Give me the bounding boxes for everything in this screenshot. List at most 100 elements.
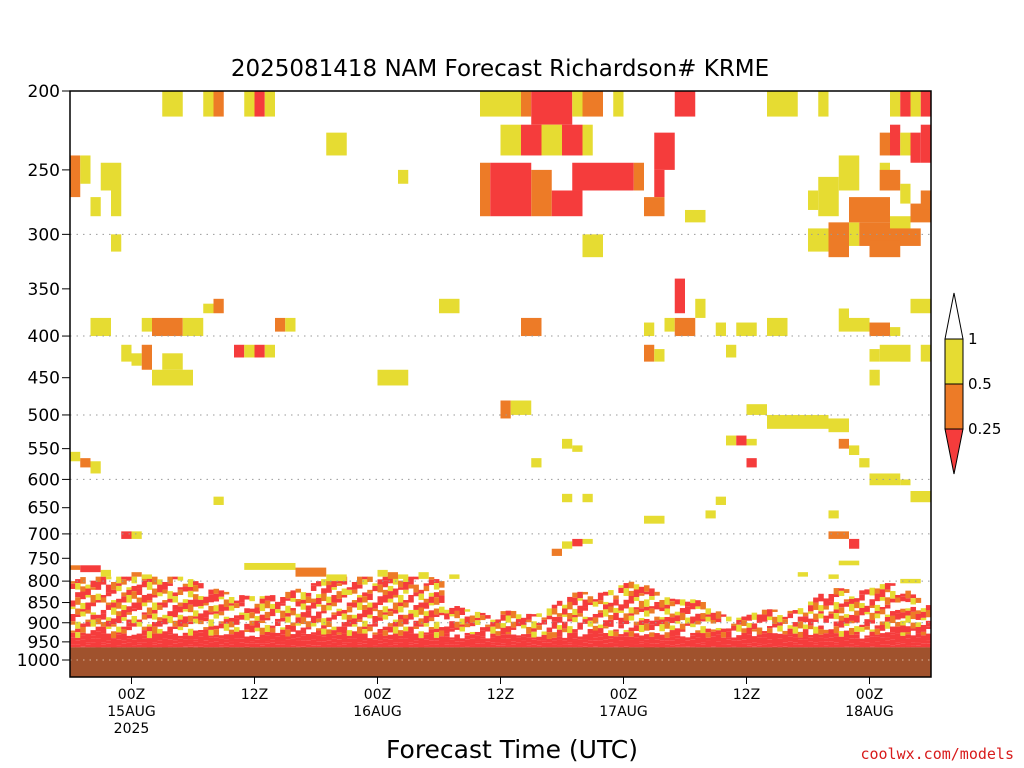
- bl-cell: [531, 628, 537, 632]
- bl-cell: [838, 588, 845, 591]
- bl-cell: [782, 630, 788, 635]
- bl-cell: [490, 642, 496, 645]
- bl-cell: [905, 598, 911, 603]
- bl-cell: [228, 605, 235, 611]
- bl-cell: [193, 616, 199, 619]
- bl-cell: [854, 601, 860, 609]
- bl-cell: [100, 636, 107, 643]
- bl-cell: [480, 638, 486, 644]
- bl-cell: [582, 639, 589, 643]
- ri-cell: [920, 344, 931, 362]
- bl-cell: [310, 632, 317, 635]
- bl-cell: [546, 642, 553, 648]
- bl-cell: [95, 631, 102, 639]
- bl-cell: [321, 628, 327, 635]
- bl-cell: [608, 642, 614, 648]
- ri-cell: [859, 222, 890, 246]
- bl-cell: [582, 607, 589, 611]
- bl-cell: [649, 636, 655, 644]
- bl-cell: [633, 625, 640, 631]
- bl-cell: [177, 587, 184, 590]
- ri-cell: [746, 438, 757, 446]
- bl-cell: [920, 643, 927, 648]
- y-tick-label-400: 400: [28, 327, 60, 347]
- bl-cell: [326, 633, 332, 641]
- bl-cell: [167, 591, 173, 599]
- ri-cell: [480, 162, 491, 217]
- bl-cell: [351, 602, 358, 608]
- bl-cell: [649, 624, 655, 631]
- bl-cell: [669, 625, 676, 631]
- ri-cell: [838, 155, 860, 191]
- bl-cell: [310, 639, 317, 646]
- bl-cell: [367, 607, 373, 615]
- bl-cell: [280, 644, 286, 648]
- bl-cell: [177, 619, 184, 627]
- bl-cell: [505, 638, 512, 646]
- bl-cell: [403, 638, 409, 642]
- bl-cell: [623, 606, 630, 609]
- bl-cell: [80, 635, 86, 640]
- bl-cell: [772, 633, 778, 636]
- bl-cell: [249, 612, 255, 619]
- bl-cell: [269, 608, 276, 617]
- bl-cell: [387, 608, 394, 612]
- bl-cell: [116, 583, 122, 586]
- bl-cell: [387, 634, 394, 640]
- bl-cell: [111, 624, 117, 627]
- bl-cell: [695, 643, 701, 648]
- bl-cell: [910, 594, 917, 599]
- bl-cell: [218, 596, 225, 600]
- bl-cell: [75, 583, 81, 590]
- bl-cell: [121, 628, 127, 634]
- bl-cell: [572, 617, 578, 623]
- bl-cell: [152, 602, 158, 610]
- bl-cell: [208, 594, 214, 603]
- bl-cell: [121, 633, 127, 641]
- bl-cell: [280, 617, 286, 622]
- bl-cell: [413, 576, 419, 580]
- bl-cell: [90, 594, 97, 603]
- bl-cell: [387, 585, 394, 592]
- bl-cell: [423, 583, 430, 586]
- bl-cell: [480, 636, 486, 639]
- bl-cell: [105, 620, 112, 627]
- bl-cell: [357, 626, 363, 634]
- bl-cell: [792, 610, 799, 614]
- bl-cell: [777, 633, 783, 639]
- bl-cell: [608, 590, 614, 596]
- bl-cell: [198, 646, 204, 648]
- bl-cell: [121, 640, 127, 644]
- bl-cell: [413, 633, 419, 641]
- bl-cell: [541, 642, 548, 648]
- ri-cell: [685, 209, 706, 223]
- bl-cell: [613, 612, 619, 621]
- bl-cell: [669, 617, 676, 624]
- ri-cell: [480, 91, 501, 117]
- ri-cell: [531, 91, 573, 125]
- bl-cell: [80, 602, 86, 610]
- ri-cell: [715, 322, 726, 337]
- bl-cell: [623, 646, 630, 648]
- bl-cell: [193, 633, 199, 640]
- bl-cell: [874, 611, 881, 614]
- bl-cell: [674, 638, 681, 645]
- bl-cell: [597, 610, 604, 613]
- bl-cell: [157, 633, 163, 641]
- bl-cell: [244, 595, 250, 600]
- bl-cell: [300, 640, 307, 647]
- bl-cell: [413, 609, 419, 618]
- bl-cell: [95, 600, 102, 603]
- bl-cell: [469, 615, 476, 623]
- bl-cell: [105, 626, 112, 629]
- bl-cell: [664, 621, 671, 629]
- ri-cell: [90, 197, 101, 217]
- bl-cell: [644, 618, 650, 624]
- bl-cell: [398, 614, 404, 620]
- bl-cell: [536, 625, 542, 630]
- bl-cell: [336, 608, 343, 612]
- bl-cell: [295, 623, 302, 626]
- bl-cell: [264, 625, 271, 632]
- bl-cell: [618, 587, 624, 594]
- y-tick-label-200: 200: [28, 82, 60, 102]
